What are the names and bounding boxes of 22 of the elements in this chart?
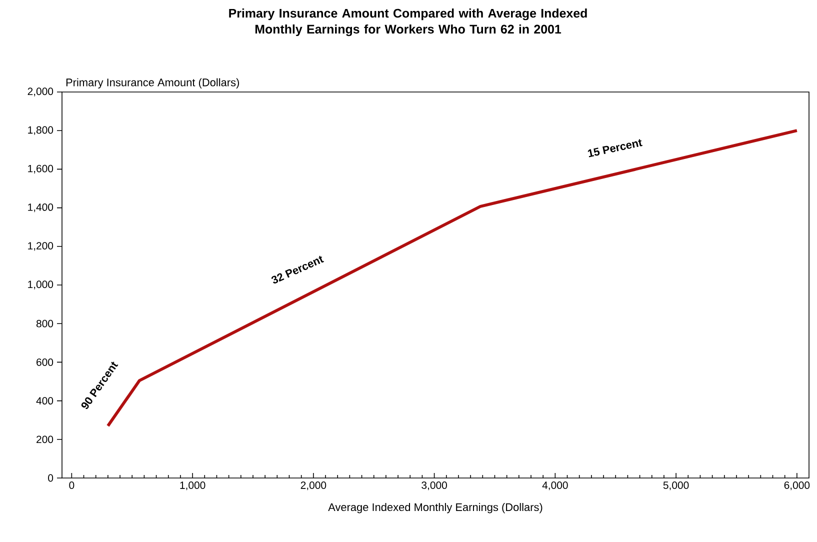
y-tick-label: 800 <box>36 320 54 328</box>
x-tick-label: 0 <box>69 482 74 489</box>
y-axis-title: Primary Insurance Amount (Dollars) <box>66 78 239 88</box>
y-tick-label: 1,800 <box>28 126 54 135</box>
y-tick-label: 400 <box>36 397 54 405</box>
x-tick-label: 4,000 <box>542 482 568 490</box>
x-tick-label: 2,000 <box>300 482 326 490</box>
x-tick-label: 1,000 <box>180 482 206 490</box>
x-tick-label: 6,000 <box>784 482 810 490</box>
y-tick-label: 2,000 <box>28 88 54 96</box>
y-tick-label: 200 <box>36 436 54 444</box>
y-tick-label: 0 <box>48 474 54 482</box>
x-tick-label: 5,000 <box>663 482 689 490</box>
y-tick-label: 1,000 <box>28 280 54 290</box>
annotation: 15 Percent <box>588 139 643 158</box>
y-tick-label: 1,600 <box>28 164 54 174</box>
chart-title: Primary Insurance Amount Compared with Average Indexed Monthly Earnings for Workers Who Turn 62 in 2001 <box>229 8 587 36</box>
y-tick-label: 1,200 <box>28 242 54 251</box>
x-axis-title: Average Indexed Monthly Earnings (Dollars) <box>328 503 542 514</box>
y-tick-label: 600 <box>36 358 54 366</box>
x-tick-label: 3,000 <box>422 482 447 490</box>
y-tick-label: 1,400 <box>28 203 54 212</box>
